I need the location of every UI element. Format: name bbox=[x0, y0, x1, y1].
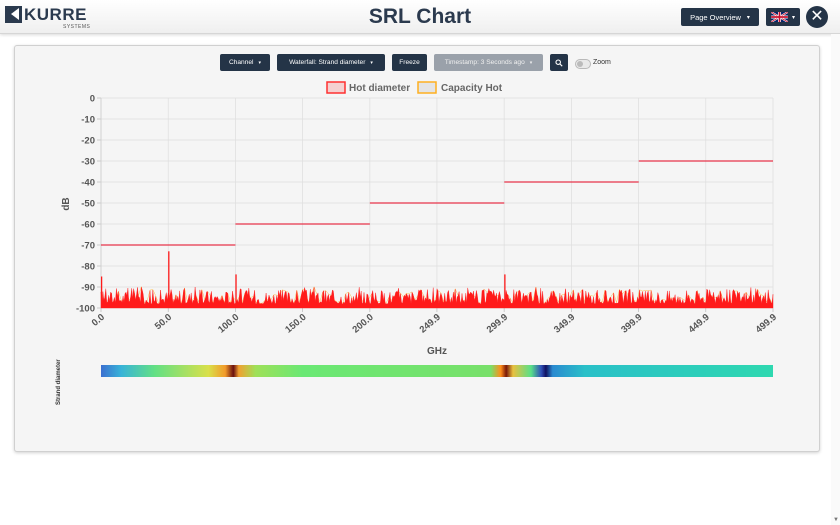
chevron-down-icon: ▾ bbox=[258, 59, 262, 66]
chart-panel bbox=[14, 45, 820, 452]
chart-grid bbox=[97, 97, 774, 312]
x-tick-label: 100.0 bbox=[216, 312, 241, 336]
search-icon bbox=[555, 58, 563, 67]
x-tick-label: 399.9 bbox=[619, 312, 644, 336]
x-tick-label: 249.9 bbox=[418, 312, 443, 336]
noise-floor-area bbox=[100, 286, 774, 309]
x-tick-label: 499.9 bbox=[754, 312, 779, 336]
y-tick-label: -70 bbox=[81, 241, 95, 252]
kurre-logo-mark-icon bbox=[5, 6, 22, 23]
x-tick-label: 449.9 bbox=[686, 312, 711, 336]
y-tick-label: 0 bbox=[90, 94, 95, 105]
channel-label: Channel bbox=[228, 59, 254, 66]
waterfall-dropdown[interactable]: Waterfall: Strand diameter ▾ bbox=[277, 54, 385, 71]
x-tick-label: 150.0 bbox=[283, 312, 308, 336]
y-tick-label: -90 bbox=[81, 283, 95, 294]
kurre-logo[interactable]: KURRE SYSTEMS bbox=[5, 5, 91, 30]
y-tick-label: -100 bbox=[76, 304, 95, 315]
legend-swatch-hot-diameter bbox=[326, 81, 346, 94]
timestamp-label: Timestamp: 3 Seconds ago bbox=[444, 59, 525, 66]
page-title: SRL Chart bbox=[368, 5, 472, 28]
close-button[interactable]: ✕ bbox=[806, 6, 828, 28]
chevron-down-icon: ▾ bbox=[791, 14, 795, 21]
legend-item-hot-diameter[interactable]: Hot diameter bbox=[326, 81, 410, 94]
x-axis-label: GHz bbox=[427, 346, 447, 357]
legend: Hot diameter Capacity Hot bbox=[326, 81, 503, 94]
y-tick-label: -30 bbox=[81, 157, 95, 168]
y-tick-label: -60 bbox=[81, 220, 95, 231]
waterfall-label: Waterfall: Strand diameter bbox=[289, 59, 366, 66]
freeze-label: Freeze bbox=[399, 59, 420, 66]
y-tick-label: -80 bbox=[81, 262, 95, 273]
y-tick-label: -40 bbox=[81, 178, 95, 189]
chevron-down-icon: ▾ bbox=[370, 59, 373, 66]
x-tick-label: 299.9 bbox=[485, 312, 510, 336]
series-capacity-hot bbox=[101, 160, 773, 246]
timestamp-dropdown: Timestamp: 3 Seconds ago ▾ bbox=[434, 54, 543, 71]
waterfall-heatmap bbox=[101, 365, 773, 377]
close-icon: ✕ bbox=[810, 8, 824, 25]
y-tick-label: -20 bbox=[81, 136, 95, 147]
page-scrollbar[interactable]: ▼ bbox=[831, 34, 840, 525]
legend-label-capacity-hot: Capacity Hot bbox=[441, 83, 503, 94]
app-header: KURRE SYSTEMS SRL Chart Page Overview ▾ … bbox=[0, 0, 840, 34]
page-select-dropdown[interactable]: Page Overview ▾ bbox=[681, 8, 759, 26]
logo-text: KURRE bbox=[24, 5, 87, 24]
legend-swatch-capacity-hot bbox=[417, 81, 437, 94]
waterfall-label: Strand diameter bbox=[56, 359, 62, 405]
y-axis-ticks: 0 -10 -20 -30 -40 -50 -60 -70 -80 -90 -100 bbox=[76, 94, 95, 315]
x-tick-label: 349.9 bbox=[552, 312, 577, 336]
logo-subtext: SYSTEMS bbox=[63, 24, 91, 30]
series-hot-diameter bbox=[100, 251, 774, 309]
x-axis-ticks: 0.0 50.0 100.0 150.0 200.0 249.9 299.9 349.9 399… bbox=[90, 312, 779, 336]
chevron-down-icon: ▾ bbox=[746, 14, 750, 21]
search-button[interactable] bbox=[550, 54, 568, 71]
x-tick-label: 50.0 bbox=[153, 312, 174, 332]
freeze-button[interactable]: Freeze bbox=[392, 54, 427, 71]
language-select-dropdown[interactable]: ▾ bbox=[766, 8, 800, 26]
y-tick-label: -50 bbox=[81, 199, 95, 210]
legend-item-capacity-hot[interactable]: Capacity Hot bbox=[417, 81, 503, 94]
x-tick-label: 200.0 bbox=[350, 312, 375, 336]
scroll-down-icon[interactable]: ▼ bbox=[833, 517, 839, 523]
zoom-toggle[interactable] bbox=[575, 59, 591, 69]
zoom-label: Zoom bbox=[593, 59, 611, 66]
y-tick-label: -10 bbox=[81, 115, 95, 126]
channel-dropdown[interactable]: Channel ▾ bbox=[220, 54, 270, 71]
legend-label-hot-diameter: Hot diameter bbox=[349, 83, 410, 94]
y-axis-label: dB bbox=[61, 197, 72, 210]
page-select-label: Page Overview bbox=[690, 12, 741, 22]
uk-flag-icon bbox=[770, 12, 788, 22]
chevron-down-icon: ▾ bbox=[529, 59, 533, 66]
